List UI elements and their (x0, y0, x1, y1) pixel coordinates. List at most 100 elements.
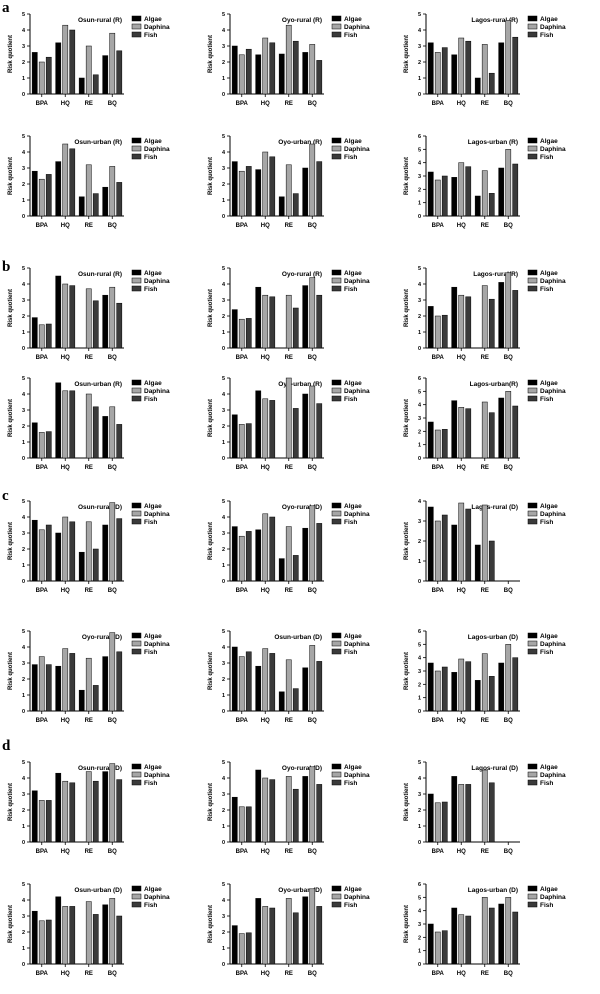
bar (45, 174, 52, 217)
legend-swatch (527, 771, 538, 778)
y-tick-label: 4 (418, 499, 422, 505)
bar (31, 422, 38, 459)
legend-swatch (331, 145, 342, 152)
x-tick-label: HQ (61, 718, 70, 724)
bar (116, 302, 123, 349)
x-tick-label: BQ (108, 101, 117, 107)
bar (85, 288, 92, 349)
x-tick-label: BQ (108, 588, 117, 594)
bar (498, 903, 505, 965)
bar (92, 780, 99, 843)
bar (92, 685, 99, 712)
bar (302, 393, 309, 459)
legend-swatch (331, 137, 342, 144)
bar (31, 170, 38, 217)
x-tick-label: BPA (236, 355, 249, 361)
bar (488, 298, 495, 349)
y-tick-label: 3 (222, 44, 225, 50)
bar (238, 424, 245, 459)
y-axis-label: Risk quotient (208, 289, 214, 327)
bar (85, 164, 92, 217)
y-tick-label: 2 (222, 547, 225, 553)
bar (474, 195, 481, 217)
bar (55, 42, 62, 95)
y-tick-label: 2 (22, 314, 25, 320)
bar (255, 286, 262, 349)
y-tick-label: 3 (22, 914, 25, 920)
y-axis-label: Risk quotient (404, 157, 410, 195)
bar (441, 930, 448, 965)
x-tick-label: RE (481, 465, 489, 471)
bar (116, 779, 123, 843)
bar (474, 544, 481, 582)
legend-swatch (131, 510, 142, 517)
y-axis-label: Risk quotient (404, 652, 410, 690)
legend-label: Algae (344, 16, 362, 23)
bar (31, 519, 38, 582)
bar (505, 897, 512, 965)
bar (488, 412, 495, 459)
bar (465, 915, 472, 965)
bar (55, 382, 62, 459)
y-axis-label: Risk quotient (208, 399, 214, 437)
x-tick-label: BPA (236, 101, 249, 107)
legend-swatch (131, 885, 142, 892)
x-tick-label: HQ (61, 465, 70, 471)
legend-label: Fish (540, 286, 553, 293)
legend-label: Fish (344, 780, 357, 787)
y-tick-label: 1 (222, 946, 225, 952)
x-tick-label: RE (85, 223, 93, 229)
bar (465, 166, 472, 217)
bar (309, 888, 316, 965)
legend-label: Daphina (344, 146, 370, 153)
legend-label: Fish (144, 32, 157, 39)
legend-swatch (527, 15, 538, 22)
legend-swatch (527, 379, 538, 386)
legend-swatch (527, 502, 538, 509)
x-tick-label: HQ (457, 718, 466, 724)
legend-label: Daphina (344, 641, 370, 648)
chart: Lagos-rural(R) Risk quotient 0 1 2 3 4 5 BPA HQ RE… (404, 266, 566, 361)
bar (85, 771, 92, 843)
y-tick-label: 5 (222, 266, 225, 272)
legend-swatch (131, 771, 142, 778)
y-tick-label: 0 (418, 92, 421, 98)
bar (316, 161, 323, 217)
bar (78, 551, 85, 582)
x-tick-label: RE (85, 849, 93, 855)
bar (109, 32, 116, 95)
bar (62, 516, 69, 582)
bar (458, 407, 465, 459)
legend-swatch (331, 632, 342, 639)
x-tick-label: RE (85, 971, 93, 977)
legend-swatch (527, 779, 538, 786)
bar (245, 531, 252, 582)
x-tick-label: HQ (61, 849, 70, 855)
bar (62, 780, 69, 843)
bar (231, 161, 238, 217)
legend-swatch (331, 771, 342, 778)
panel-label: c (2, 488, 9, 504)
chart-title: Oyo-urban (D) (278, 887, 322, 894)
y-tick-label: 4 (222, 645, 226, 651)
x-tick-label: BQ (108, 971, 117, 977)
legend-swatch (131, 23, 142, 30)
y-tick-label: 2 (222, 808, 225, 814)
x-tick-label: BQ (504, 718, 513, 724)
x-tick-label: BQ (308, 223, 317, 229)
y-axis-label: Risk quotient (8, 783, 14, 821)
legend-swatch (527, 137, 538, 144)
y-axis-label: Risk quotient (8, 399, 14, 437)
legend-swatch (131, 502, 142, 509)
bar (31, 790, 38, 843)
bar (505, 20, 512, 95)
legend-label: Daphina (344, 278, 370, 285)
x-tick-label: BPA (236, 223, 249, 229)
y-tick-label: 4 (22, 645, 26, 651)
legend-label: Algae (344, 886, 362, 893)
bar (285, 377, 292, 459)
bar (441, 429, 448, 459)
y-tick-label: 2 (418, 935, 421, 941)
bar (498, 167, 505, 217)
bar (245, 423, 252, 459)
